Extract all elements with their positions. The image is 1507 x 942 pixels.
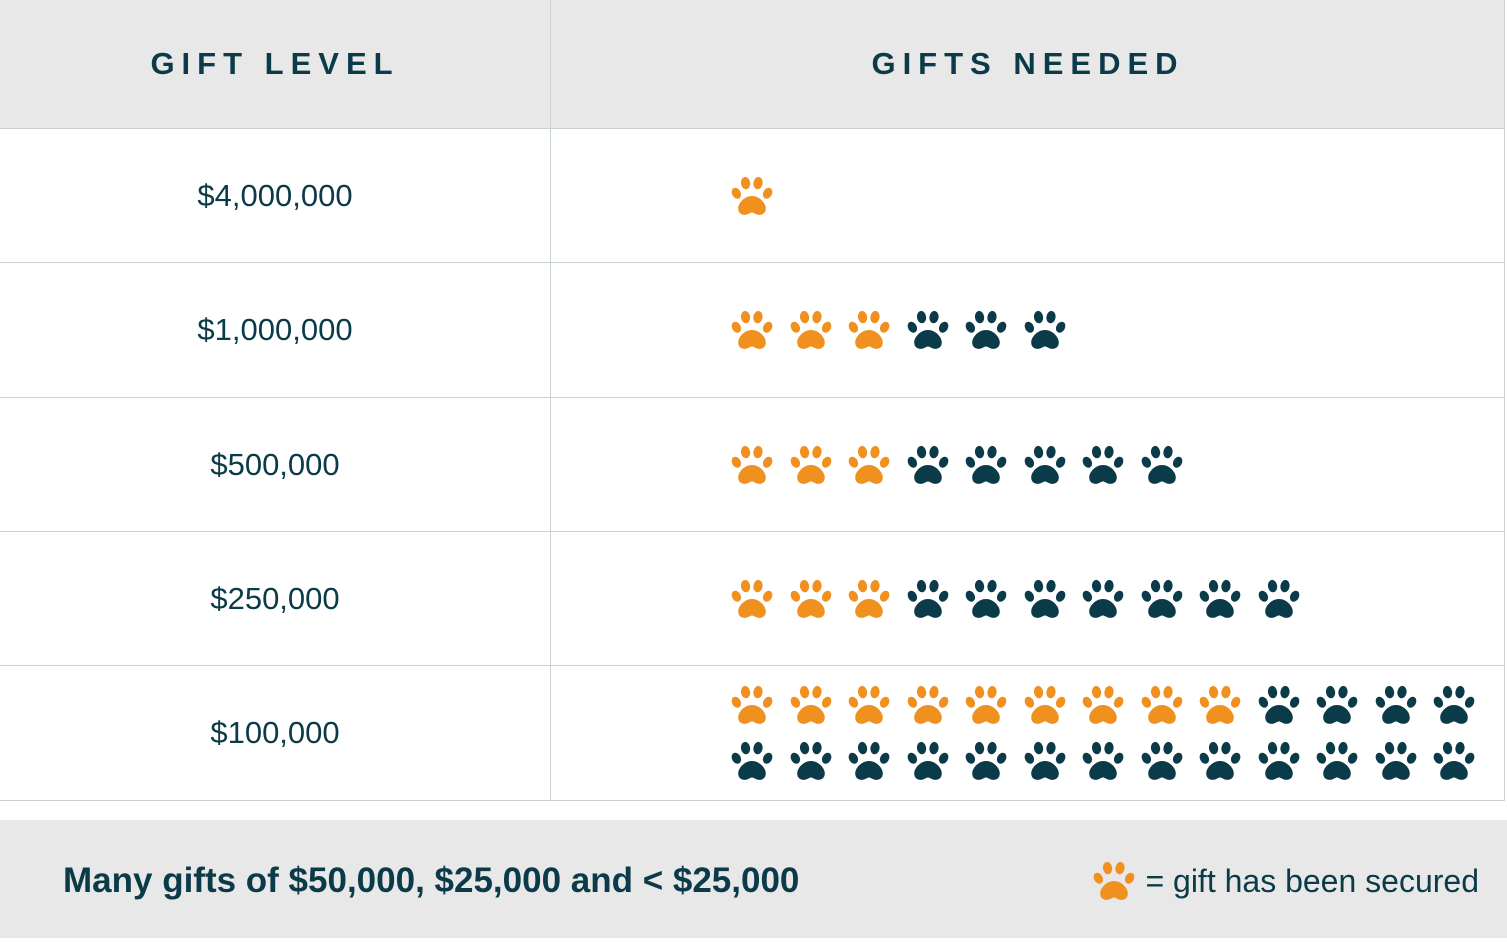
paw-icon	[1091, 858, 1137, 904]
paw-icon-secured	[963, 682, 1009, 728]
paw-icon-needed	[1139, 576, 1185, 622]
paw-icon-needed	[963, 738, 1009, 784]
gifts-needed-header: GIFTS NEEDED	[871, 46, 1185, 81]
gift-level-value: $250,000	[210, 580, 340, 616]
table-row: $500,000	[0, 398, 1505, 532]
paw-icon-needed	[1431, 738, 1477, 784]
paw-icon-secured	[1197, 682, 1243, 728]
gift-level-value: $4,000,000	[197, 177, 353, 213]
footer-note: Many gifts of $50,000, $25,000 and < $25…	[63, 861, 800, 900]
paw-icon-needed	[1022, 442, 1068, 488]
table-row: $1,000,000	[0, 263, 1505, 398]
paw-icon-needed	[1314, 682, 1360, 728]
paw-icon-needed	[963, 442, 1009, 488]
paw-icon-secured	[1080, 682, 1126, 728]
gift-level-value: $100,000	[210, 715, 340, 750]
footer: Many gifts of $50,000, $25,000 and < $25…	[0, 820, 1507, 938]
table-right-border	[1504, 0, 1505, 801]
paw-icon-needed	[905, 738, 951, 784]
paw-cell	[551, 398, 1505, 531]
paw-icon-secured	[729, 682, 775, 728]
paw-icon-secured	[729, 307, 775, 353]
paw-icon-secured	[846, 682, 892, 728]
paw-icon-needed	[1256, 738, 1302, 784]
paw-icon-needed	[1373, 738, 1419, 784]
paw-icon-needed	[1256, 682, 1302, 728]
paw-icon-needed	[1022, 576, 1068, 622]
paw-cell	[551, 666, 1505, 800]
paw-icon-secured	[788, 682, 834, 728]
gift-level-header: GIFT LEVEL	[150, 46, 400, 81]
paw-icon-needed	[905, 307, 951, 353]
paw-icon-needed	[1256, 576, 1302, 622]
gift-table: GIFT LEVEL GIFTS NEEDED $4,000,000 $1,00…	[0, 0, 1505, 801]
paw-icon-secured	[846, 442, 892, 488]
paw-icon-needed	[1080, 738, 1126, 784]
table-row: $100,000	[0, 666, 1505, 801]
paw-icon-needed	[1080, 442, 1126, 488]
gift-level-value: $1,000,000	[197, 312, 353, 347]
gift-level-value: $500,000	[210, 446, 340, 482]
paw-icon-needed	[1080, 576, 1126, 622]
paw-icon-secured	[788, 307, 834, 353]
paw-icon-needed	[1314, 738, 1360, 784]
paw-icon-needed	[1139, 738, 1185, 784]
paw-icon-secured	[1139, 682, 1185, 728]
paw-cell	[551, 263, 1505, 397]
paw-icon-needed	[905, 576, 951, 622]
paw-icon-secured	[788, 442, 834, 488]
paw-icon-needed	[1197, 738, 1243, 784]
paw-icon-needed	[963, 576, 1009, 622]
paw-icon-needed	[1139, 442, 1185, 488]
paw-icon-needed	[905, 442, 951, 488]
paw-icon-secured	[846, 307, 892, 353]
paw-icon-needed	[729, 738, 775, 784]
paw-icon-needed	[1431, 682, 1477, 728]
legend-text: = gift has been secured	[1145, 862, 1479, 899]
table-row: $250,000	[0, 532, 1505, 666]
column-divider	[550, 0, 551, 801]
paw-icon-needed	[846, 738, 892, 784]
paw-icon-secured	[846, 576, 892, 622]
paw-icon-secured	[1022, 682, 1068, 728]
paw-icon-needed	[1022, 738, 1068, 784]
paw-icon-secured	[729, 576, 775, 622]
paw-icon-secured	[905, 682, 951, 728]
paw-icon-secured	[729, 173, 775, 219]
paw-icon-needed	[1197, 576, 1243, 622]
legend: = gift has been secured	[1091, 856, 1479, 906]
paw-icon-needed	[1022, 307, 1068, 353]
paw-cell	[551, 129, 1505, 262]
paw-icon-needed	[963, 307, 1009, 353]
table-row: $4,000,000	[0, 129, 1505, 263]
table-header: GIFT LEVEL GIFTS NEEDED	[0, 0, 1505, 129]
paw-icon-needed	[788, 738, 834, 784]
paw-icon-secured	[788, 576, 834, 622]
paw-icon-needed	[1373, 682, 1419, 728]
paw-cell	[551, 532, 1505, 665]
paw-icon-secured	[729, 442, 775, 488]
